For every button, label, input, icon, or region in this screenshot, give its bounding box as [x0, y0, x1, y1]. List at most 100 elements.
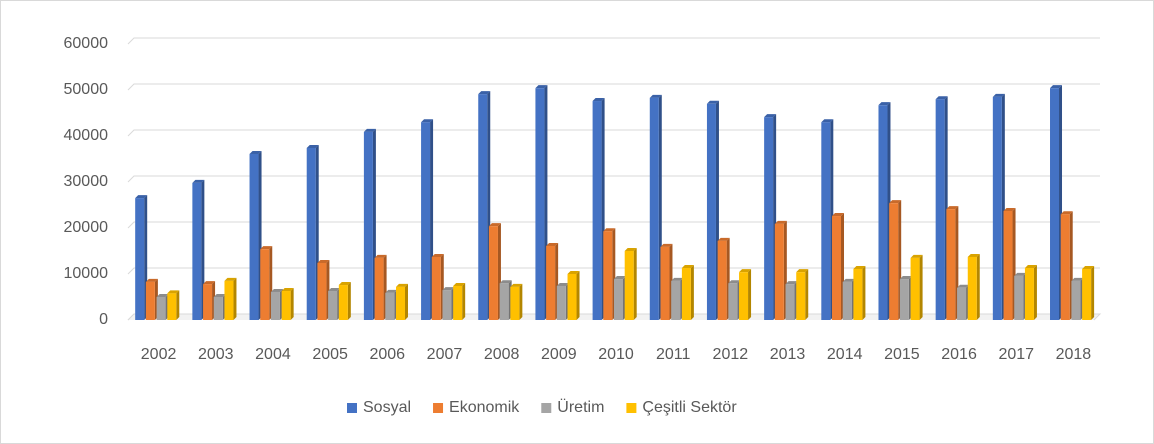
bar-top	[338, 282, 351, 286]
bar	[374, 257, 384, 320]
bar	[442, 290, 452, 320]
bar-top	[899, 276, 912, 280]
bar	[224, 280, 234, 320]
bar	[556, 285, 566, 320]
bar-top	[156, 294, 169, 297]
bar	[535, 88, 545, 320]
bar-top	[488, 223, 501, 227]
bar-top	[992, 93, 1005, 97]
bar-top	[453, 282, 466, 286]
bar	[156, 297, 166, 320]
y-tick-label: 50000	[64, 81, 109, 98]
bar	[1050, 88, 1060, 320]
bar	[796, 272, 806, 320]
bar-top	[167, 290, 180, 294]
bar-top	[1014, 272, 1027, 276]
x-tick-label: 2013	[770, 346, 806, 363]
bar	[499, 283, 509, 320]
bar	[213, 297, 223, 320]
bar-top	[224, 277, 237, 281]
bar	[853, 268, 863, 320]
legend-label: Ekonomik	[449, 399, 520, 416]
bar	[249, 153, 259, 320]
bar	[957, 287, 967, 320]
bar-side	[290, 288, 294, 320]
bar-top	[385, 289, 398, 293]
bar	[421, 122, 431, 320]
bar-side	[805, 269, 809, 320]
bar-top	[431, 253, 444, 257]
x-tick-label: 2007	[427, 346, 463, 363]
bar-top	[363, 128, 376, 132]
bar	[192, 182, 202, 320]
bar-side	[176, 290, 180, 320]
grid-line	[127, 83, 1100, 91]
bar	[935, 99, 945, 320]
x-tick-label: 2010	[598, 346, 634, 363]
bar-top	[421, 119, 434, 123]
y-tick-label: 30000	[64, 173, 109, 190]
bar-side	[690, 265, 694, 320]
bar	[431, 256, 441, 320]
legend-label: Çeşitli Sektör	[642, 399, 737, 416]
bar-top	[821, 119, 834, 123]
x-tick-label: 2008	[484, 346, 520, 363]
x-tick-label: 2002	[141, 346, 177, 363]
bar	[478, 94, 488, 320]
bar-side	[576, 271, 580, 320]
bar-side	[919, 254, 923, 320]
bar	[203, 284, 213, 320]
x-tick-label: 2003	[198, 346, 234, 363]
bar-side	[862, 265, 866, 320]
bar-top	[499, 280, 512, 284]
x-tick-label: 2016	[941, 346, 977, 363]
bar-top	[946, 206, 959, 210]
bar-top	[567, 271, 580, 274]
bar	[967, 256, 977, 320]
bar-top	[671, 277, 684, 281]
x-tick-label: 2018	[1056, 346, 1092, 363]
x-tick-label: 2017	[998, 346, 1034, 363]
bar-top	[706, 100, 719, 104]
bar-top	[317, 259, 330, 263]
bar-top	[592, 98, 605, 102]
bar-top	[546, 242, 559, 246]
y-tick-label: 10000	[64, 265, 109, 282]
bar	[281, 291, 291, 320]
bar-top	[774, 220, 787, 224]
bar	[395, 286, 405, 320]
bar	[649, 97, 659, 320]
bar-top	[624, 248, 637, 251]
bar	[167, 293, 177, 320]
bar-top	[889, 200, 902, 204]
bar	[785, 284, 795, 320]
bar-top	[717, 237, 730, 241]
bar-side	[462, 282, 466, 320]
x-tick-label: 2012	[713, 346, 749, 363]
bar-top	[1060, 211, 1073, 215]
bar	[739, 272, 749, 320]
bar	[842, 281, 852, 320]
bar-top	[281, 288, 294, 292]
legend-swatch	[347, 403, 357, 413]
bar-top	[1050, 85, 1063, 89]
bar-top	[442, 287, 455, 291]
bar	[946, 209, 956, 320]
bar	[764, 117, 774, 320]
y-tick-label: 20000	[64, 219, 109, 236]
bar	[363, 131, 373, 320]
legend-swatch	[433, 403, 444, 413]
bar-side	[519, 283, 523, 320]
legend-swatch	[541, 403, 552, 413]
y-tick-label: 40000	[64, 127, 109, 144]
bar	[889, 203, 899, 320]
bar-top	[603, 228, 616, 232]
bar	[992, 96, 1002, 321]
bar-top	[374, 254, 387, 258]
bar	[317, 262, 327, 320]
x-tick-label: 2014	[827, 346, 863, 363]
bar	[660, 246, 670, 320]
bar-top	[832, 213, 845, 217]
bar-top	[203, 281, 216, 285]
bar	[774, 223, 784, 320]
